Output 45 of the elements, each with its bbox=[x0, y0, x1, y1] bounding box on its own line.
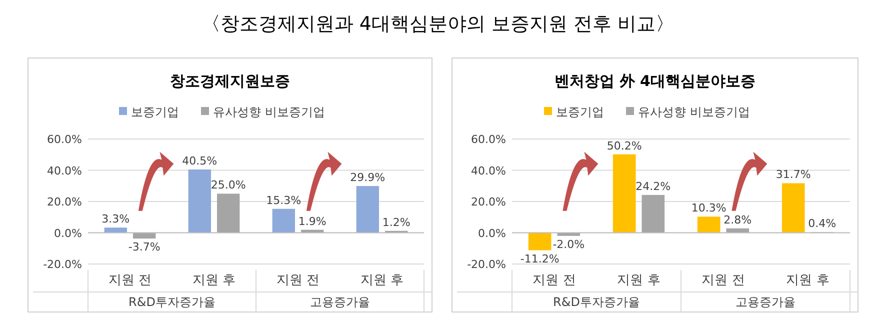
chart-title: 벤처창업 外 4대핵심분야보증 bbox=[554, 72, 756, 90]
chart-title: 창조경제지원보증 bbox=[170, 72, 290, 90]
y-tick-label: 20.0% bbox=[47, 196, 82, 208]
data-label: 25.0% bbox=[210, 178, 246, 192]
y-tick-label: 60.0% bbox=[47, 133, 82, 146]
data-label: -11.2% bbox=[520, 252, 560, 266]
legend-label: 보증기업 bbox=[556, 105, 604, 119]
data-label: 50.2% bbox=[606, 139, 642, 152]
text: R&D투자증가율 bbox=[553, 295, 640, 309]
x-tick-label: 지원 전 bbox=[276, 273, 320, 288]
x-tick-label: 지원 전 bbox=[532, 273, 576, 288]
data-label: 10.3% bbox=[691, 202, 726, 215]
data-label: 3.3% bbox=[102, 212, 130, 226]
data-label: 31.7% bbox=[776, 168, 811, 182]
text: 고용증가율 bbox=[310, 295, 370, 309]
data-label: -2.0% bbox=[552, 238, 585, 251]
y-tick-label: -20.0% bbox=[43, 258, 82, 271]
data-label: 1.2% bbox=[382, 216, 410, 229]
legend-label: 유사성향 비보증기업 bbox=[638, 105, 750, 119]
legend-label: 유사성향 비보증기업 bbox=[213, 105, 325, 119]
y-tick-label: -20.0% bbox=[467, 258, 506, 271]
x-tick-label: 지원 후 bbox=[617, 273, 660, 288]
y-tick-label: 40.0% bbox=[471, 164, 506, 178]
x-tick-label: 지원 후 bbox=[360, 273, 404, 288]
text: 고용증가율 bbox=[736, 295, 796, 309]
y-tick-label: 0.0% bbox=[54, 226, 82, 240]
data-label: -3.7% bbox=[128, 240, 160, 254]
data-label: 2.8% bbox=[724, 213, 752, 226]
y-tick-label: 0.0% bbox=[478, 226, 506, 240]
text: R&D투자증가율 bbox=[128, 295, 216, 309]
x-tick-label: 지원 후 bbox=[786, 273, 830, 288]
data-label: 40.5% bbox=[182, 154, 218, 168]
legend-label: 보증기업 bbox=[131, 105, 179, 119]
text: 〈창조경제지원과 4대핵심분야의 보증지원 전후 비교〉 bbox=[201, 13, 675, 35]
data-label: 1.9% bbox=[298, 214, 326, 228]
x-tick-label: 지원 전 bbox=[702, 273, 745, 288]
x-tick-label: 지원 전 bbox=[108, 273, 152, 288]
data-label: 24.2% bbox=[636, 180, 671, 193]
data-label: 0.4% bbox=[808, 217, 836, 230]
y-tick-label: 60.0% bbox=[471, 133, 506, 146]
data-label: 15.3% bbox=[266, 194, 302, 207]
y-tick-label: 20.0% bbox=[471, 196, 506, 208]
y-tick-label: 40.0% bbox=[47, 164, 82, 178]
x-tick-label: 지원 후 bbox=[192, 273, 236, 288]
data-label: 29.9% bbox=[350, 171, 386, 184]
